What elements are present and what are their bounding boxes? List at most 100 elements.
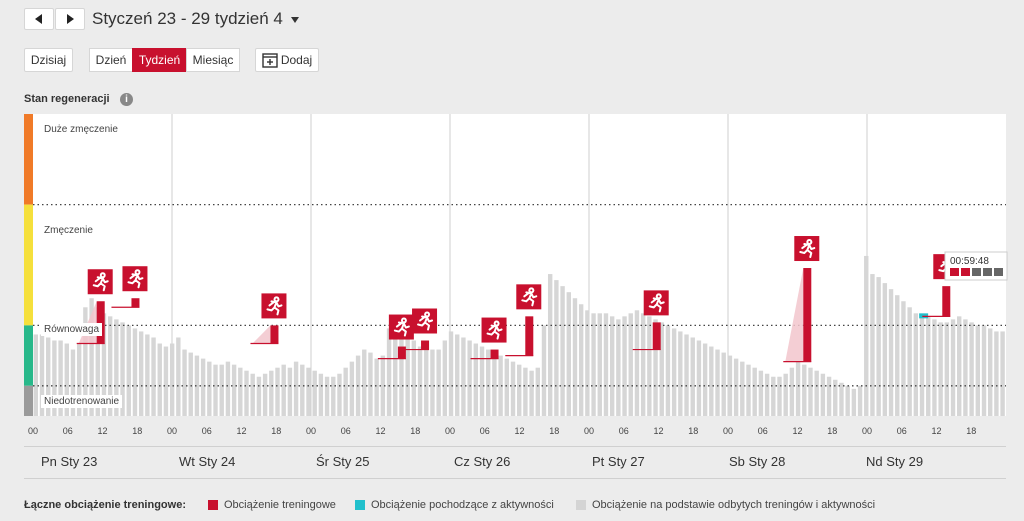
recovery-bar bbox=[145, 334, 150, 416]
tooltip-level-block bbox=[950, 268, 959, 276]
legend-label-activity: Obciążenie pochodzące z aktywności bbox=[371, 499, 554, 511]
hour-tick-label: 18 bbox=[132, 426, 142, 436]
recovery-bar bbox=[244, 370, 249, 416]
recovery-bar bbox=[120, 322, 125, 416]
recovery-bar bbox=[510, 361, 516, 416]
recovery-bar bbox=[225, 361, 231, 416]
hour-tick-label: 18 bbox=[549, 426, 559, 436]
recovery-bar bbox=[839, 382, 844, 416]
running-icon[interactable] bbox=[388, 314, 414, 340]
recovery-bar bbox=[888, 289, 894, 416]
running-icon[interactable] bbox=[481, 317, 507, 343]
recovery-bar bbox=[603, 313, 609, 416]
next-week-button[interactable] bbox=[55, 8, 85, 30]
running-icon[interactable] bbox=[516, 284, 542, 310]
recovery-bar bbox=[380, 355, 386, 416]
day-label-thu: Cz Sty 26 bbox=[454, 454, 511, 469]
tooltip-level-block bbox=[961, 268, 970, 276]
view-month-button[interactable]: Miesiąc bbox=[186, 48, 240, 72]
recovery-bar bbox=[529, 370, 534, 416]
recovery-bar bbox=[219, 364, 224, 416]
recovery-bar bbox=[901, 301, 906, 416]
arrow-right-icon bbox=[67, 14, 74, 24]
running-icon[interactable] bbox=[412, 308, 438, 334]
recovery-bar bbox=[517, 364, 522, 416]
zone-strip bbox=[24, 325, 33, 386]
recovery-bar bbox=[764, 373, 770, 416]
recovery-bar bbox=[895, 295, 900, 416]
recovery-bar bbox=[572, 298, 578, 416]
running-icon[interactable] bbox=[643, 290, 669, 316]
recovery-bar bbox=[950, 319, 956, 416]
recovery-bar bbox=[64, 343, 69, 416]
hour-tick-label: 06 bbox=[63, 426, 73, 436]
recovery-bar bbox=[535, 367, 540, 416]
hour-tick-label: 18 bbox=[410, 426, 420, 436]
recovery-bar bbox=[634, 310, 640, 416]
recovery-bar bbox=[393, 331, 398, 416]
recovery-bar bbox=[169, 343, 175, 416]
recovery-bar bbox=[783, 373, 788, 416]
hour-tick-label: 18 bbox=[966, 426, 976, 436]
zone-strip bbox=[24, 204, 33, 326]
recovery-bar bbox=[609, 316, 615, 416]
recovery-bar bbox=[157, 343, 162, 416]
recovery-bar bbox=[207, 361, 212, 416]
hour-tick-label: 06 bbox=[619, 426, 629, 436]
recovery-bar bbox=[647, 316, 652, 416]
recovery-bar bbox=[399, 334, 404, 416]
recovery-bar bbox=[795, 361, 801, 416]
recovery-bar bbox=[721, 352, 726, 416]
recovery-bar bbox=[560, 286, 565, 416]
recovery-bar bbox=[789, 367, 795, 416]
today-button[interactable]: Dzisiaj bbox=[24, 48, 73, 72]
recovery-bar bbox=[1000, 331, 1005, 416]
recovery-bar bbox=[814, 370, 819, 416]
training-load-bar bbox=[270, 325, 279, 344]
tooltip-level-block bbox=[983, 268, 992, 276]
legend-swatch-training bbox=[208, 500, 218, 510]
recovery-bar bbox=[163, 346, 169, 416]
date-range-title[interactable]: Styczeń 23 - 29 tydzień 4 bbox=[92, 9, 299, 29]
recovery-bar bbox=[33, 334, 38, 416]
recovery-bar bbox=[269, 370, 274, 416]
recovery-bar bbox=[709, 346, 714, 416]
training-load-bar bbox=[652, 322, 661, 350]
recovery-bar bbox=[622, 316, 627, 416]
recovery-bar bbox=[76, 343, 82, 416]
recovery-bar bbox=[194, 355, 200, 416]
recovery-bar bbox=[101, 313, 107, 416]
day-label-tue: Wt Sty 24 bbox=[179, 454, 236, 469]
training-load-bar bbox=[397, 346, 406, 359]
prev-week-button[interactable] bbox=[24, 8, 54, 30]
recovery-bar bbox=[430, 349, 435, 416]
recovery-bar bbox=[678, 331, 683, 416]
section-title: Stan regeneracji bbox=[24, 93, 110, 105]
recovery-bar bbox=[938, 322, 943, 416]
recovery-bar bbox=[566, 292, 571, 416]
recovery-bar bbox=[436, 349, 441, 416]
hour-tick-label: 06 bbox=[897, 426, 907, 436]
add-button[interactable]: Dodaj bbox=[255, 48, 319, 72]
recovery-bar bbox=[616, 319, 621, 416]
recovery-bar bbox=[957, 316, 962, 416]
running-icon[interactable] bbox=[261, 293, 287, 319]
recovery-bar bbox=[306, 367, 311, 416]
add-label: Dodaj bbox=[280, 53, 313, 67]
running-icon[interactable] bbox=[122, 266, 148, 292]
recovery-bar bbox=[932, 319, 937, 416]
recovery-bar bbox=[200, 358, 206, 416]
recovery-bar bbox=[417, 346, 423, 416]
recovery-bar bbox=[126, 325, 131, 416]
running-icon[interactable] bbox=[794, 236, 820, 262]
training-load-bar bbox=[131, 298, 140, 308]
running-icon[interactable] bbox=[87, 269, 113, 295]
recovery-bar bbox=[405, 337, 410, 416]
info-icon[interactable]: i bbox=[120, 93, 133, 106]
recovery-bar bbox=[182, 349, 187, 416]
recovery-bar bbox=[151, 337, 156, 416]
zone-label-undertrained: Niedotrenowanie bbox=[41, 395, 123, 408]
recovery-bar bbox=[857, 385, 863, 416]
recovery-bar bbox=[262, 373, 268, 416]
